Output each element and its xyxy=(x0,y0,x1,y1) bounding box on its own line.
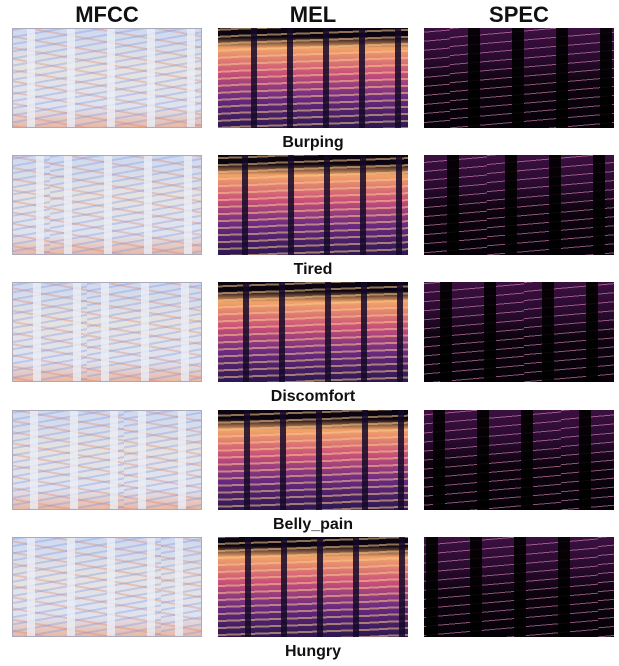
mfcc-spectrogram xyxy=(12,537,202,637)
spec-spectrogram xyxy=(424,410,614,510)
mfcc-spectrogram xyxy=(12,410,202,510)
column-header: SPEC xyxy=(424,2,614,28)
spec-spectrogram xyxy=(424,28,614,128)
figure: {"columns": ["MFCC", "MEL", "SPEC"], "ro… xyxy=(0,0,619,666)
mfcc-spectrogram xyxy=(12,28,202,128)
mel-spectrogram xyxy=(218,282,408,382)
row-label: Burping xyxy=(218,134,408,152)
spec-spectrogram xyxy=(424,537,614,637)
mel-spectrogram xyxy=(218,28,408,128)
mfcc-spectrogram xyxy=(12,282,202,382)
column-header: MEL xyxy=(218,2,408,28)
mfcc-spectrogram xyxy=(12,155,202,255)
spec-spectrogram xyxy=(424,155,614,255)
row-label: Hungry xyxy=(218,643,408,661)
mel-spectrogram xyxy=(218,155,408,255)
mel-spectrogram xyxy=(218,537,408,637)
spec-spectrogram xyxy=(424,282,614,382)
mel-spectrogram xyxy=(218,410,408,510)
row-label: Tired xyxy=(218,261,408,279)
row-label: Discomfort xyxy=(218,388,408,406)
row-label: Belly_pain xyxy=(218,516,408,534)
column-header: MFCC xyxy=(12,2,202,28)
